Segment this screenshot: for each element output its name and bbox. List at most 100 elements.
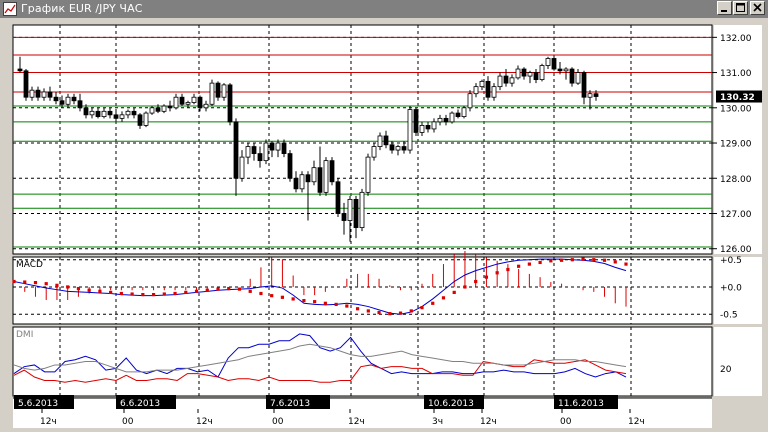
signal-point	[517, 264, 521, 268]
candle	[449, 112, 455, 123]
dmi-tick-label: 20	[720, 365, 732, 375]
candle	[35, 89, 41, 98]
candle	[173, 96, 179, 109]
signal-point	[194, 289, 199, 293]
candle	[143, 112, 149, 126]
current-price-label: 130.32	[720, 93, 755, 103]
candle	[401, 146, 407, 151]
candle	[131, 110, 137, 116]
time-tick-label: 12ч	[628, 417, 645, 427]
minimize-button[interactable]	[717, 1, 732, 15]
time-tick-label: 00	[560, 417, 572, 427]
candle	[527, 72, 533, 77]
candle	[563, 68, 569, 72]
candle	[407, 109, 413, 151]
candle	[125, 110, 131, 116]
close-button[interactable]	[750, 1, 765, 15]
signal-point	[431, 301, 435, 305]
candle	[263, 142, 269, 162]
macd-panel	[12, 256, 713, 325]
candle	[155, 107, 161, 112]
candle	[431, 121, 437, 130]
dmi-panel	[12, 326, 713, 397]
current-price-badge	[716, 90, 762, 103]
signal-point	[463, 285, 467, 289]
price-tick-label: 128.00	[720, 175, 752, 185]
signal-point	[23, 280, 27, 284]
candle	[185, 102, 191, 105]
candle	[359, 191, 365, 228]
candle	[485, 80, 491, 98]
candle	[539, 65, 545, 81]
candle	[101, 110, 107, 117]
candle	[365, 156, 371, 193]
signal-point	[474, 279, 478, 284]
candle	[29, 89, 35, 98]
candle	[161, 105, 167, 112]
signal-point	[484, 275, 489, 279]
signal-point	[76, 286, 81, 291]
candle	[269, 142, 275, 151]
candle	[473, 86, 479, 95]
candle	[17, 68, 23, 72]
candle	[413, 109, 419, 133]
date-badge	[266, 395, 330, 409]
signal-point	[355, 307, 360, 311]
candle	[461, 107, 467, 117]
candle	[77, 100, 83, 109]
candle	[227, 84, 233, 123]
signal-point	[613, 260, 617, 264]
signal-point	[592, 258, 596, 262]
candle	[341, 213, 347, 221]
candle	[137, 114, 143, 126]
candle	[587, 93, 593, 98]
macd-axis	[714, 257, 762, 324]
candle	[347, 198, 353, 221]
close-icon	[753, 3, 762, 12]
signal-point	[506, 267, 510, 272]
candle	[305, 174, 311, 183]
signal-point	[441, 296, 446, 300]
signal-point	[366, 309, 370, 313]
candle	[323, 160, 329, 193]
candle	[509, 77, 515, 84]
signal-point	[44, 282, 48, 286]
dmi-axis	[714, 327, 762, 396]
date-badge-label: 11.6.2013	[558, 399, 604, 409]
candle	[479, 80, 485, 88]
candle	[197, 96, 203, 109]
time-tick-label: 3ч	[432, 417, 443, 427]
candle	[467, 93, 473, 109]
signal-point	[130, 292, 134, 296]
date-badge	[424, 395, 484, 409]
time-tick-label: 00	[122, 417, 134, 427]
price-tick-label: 130.00	[720, 104, 752, 114]
candle	[95, 110, 101, 117]
candle	[521, 68, 527, 77]
candle	[371, 146, 377, 158]
price-tick-label: 129.00	[720, 140, 752, 150]
signal-point	[602, 258, 607, 262]
signal-point	[420, 306, 424, 310]
date-badge-label: 7.6.2013	[270, 399, 310, 409]
title-bar[interactable]: График EUR /JPY ЧАС	[0, 0, 768, 18]
candle	[113, 114, 119, 119]
candle	[335, 181, 341, 214]
signal-point	[12, 279, 16, 284]
maximize-button[interactable]	[733, 1, 748, 15]
date-badge	[14, 395, 74, 409]
signal-point	[216, 287, 220, 291]
candle	[281, 142, 287, 154]
candle	[389, 144, 395, 151]
signal-point	[291, 297, 295, 301]
candle	[581, 72, 587, 98]
price-tick-label: 131.00	[720, 69, 752, 79]
signal-point	[248, 289, 252, 293]
candle	[569, 68, 575, 84]
signal-point	[55, 283, 59, 287]
candle	[515, 68, 521, 79]
candle	[437, 117, 443, 123]
time-tick-label: 12ч	[348, 417, 365, 427]
candle	[557, 68, 563, 72]
signal-point	[302, 298, 306, 303]
